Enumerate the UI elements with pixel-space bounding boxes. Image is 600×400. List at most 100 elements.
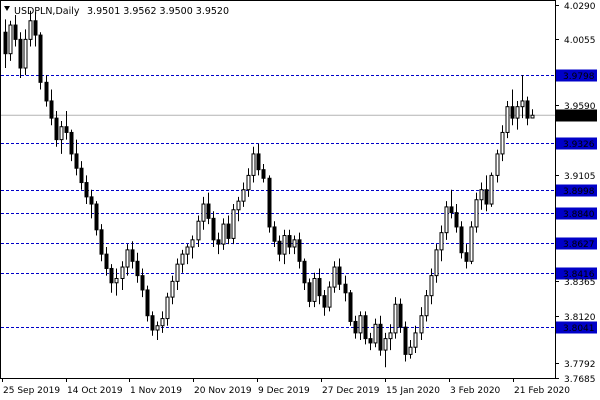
candle xyxy=(317,268,322,305)
candle xyxy=(201,196,206,230)
candle-body-bear xyxy=(302,260,307,284)
candle-body-bull xyxy=(155,325,160,331)
candle xyxy=(272,221,277,247)
candle xyxy=(474,192,479,233)
candle-body-bear xyxy=(378,323,383,351)
candle xyxy=(408,340,413,359)
candle xyxy=(383,332,388,368)
candle xyxy=(505,100,510,139)
candle-body-bull xyxy=(125,249,130,268)
candle xyxy=(510,89,515,126)
candle xyxy=(378,315,383,356)
candle-body-bull xyxy=(190,239,195,248)
candle-body-bear xyxy=(150,315,155,331)
candle-body-bear xyxy=(454,212,459,228)
candle xyxy=(358,311,363,341)
candle xyxy=(327,281,332,312)
y-tick-label: 3.9590 xyxy=(564,102,596,112)
candle-body-bear xyxy=(3,31,8,55)
candle-body-bull xyxy=(530,114,535,119)
candle xyxy=(495,149,500,183)
candle xyxy=(185,244,190,265)
level-label-bg xyxy=(556,267,597,280)
candle xyxy=(64,110,69,140)
candle-body-bear xyxy=(99,229,104,255)
candle-body-bull xyxy=(185,246,190,255)
y-tick-label: 4.0290 xyxy=(564,2,596,12)
candle-body-bull xyxy=(221,223,226,245)
y-tick-label: 3.8120 xyxy=(564,313,596,323)
candle xyxy=(54,110,59,147)
candle-body-bull xyxy=(120,266,125,279)
candle-body-bull xyxy=(312,277,317,302)
candle-body-bear xyxy=(13,24,18,40)
candle-body-bull xyxy=(327,286,332,308)
candle xyxy=(170,275,175,305)
candle xyxy=(114,268,119,296)
candle xyxy=(135,252,140,283)
candle-body-bear xyxy=(206,203,211,219)
current-price-label-bg xyxy=(556,109,597,122)
candle-body-bull xyxy=(408,346,413,355)
candle-body-bear xyxy=(403,326,408,355)
candle xyxy=(363,311,368,345)
candle xyxy=(419,307,424,341)
candle xyxy=(18,32,23,79)
candle xyxy=(277,235,282,262)
candle-body-bull xyxy=(180,253,185,265)
candle-body-bull xyxy=(170,280,175,298)
candle-body-bull xyxy=(231,209,236,239)
level-label: 3.8840 xyxy=(563,210,595,220)
level-label: 3.8998 xyxy=(563,187,595,197)
candle xyxy=(226,215,231,245)
candle xyxy=(393,297,398,339)
candle xyxy=(236,196,241,222)
candle xyxy=(231,204,236,245)
candle-body-bear xyxy=(104,253,109,269)
candle-body-bear xyxy=(343,283,348,294)
candle-body-bull xyxy=(439,232,444,251)
collapse-arrow-icon[interactable] xyxy=(4,6,10,11)
candle-body-bull xyxy=(444,206,449,234)
candle xyxy=(530,109,535,119)
candle xyxy=(8,20,13,61)
candle-body-bear xyxy=(18,38,23,69)
candle xyxy=(190,235,195,259)
ohlc-values: 3.9501 3.9562 3.9500 3.9520 xyxy=(87,6,229,17)
candle-body-bear xyxy=(449,206,454,214)
candle-body-bull xyxy=(332,266,337,288)
candle-body-bear xyxy=(277,240,282,255)
level-label: 3.8416 xyxy=(563,270,595,280)
candle-body-bull xyxy=(515,106,520,119)
candle xyxy=(337,258,342,290)
candle-body-bear xyxy=(54,117,59,141)
candle-body-bear xyxy=(44,81,49,102)
level-label-bg xyxy=(556,321,597,334)
candle-body-bull xyxy=(429,275,434,297)
candle xyxy=(79,161,84,190)
candle xyxy=(413,325,418,353)
candle-body-bear xyxy=(307,282,312,302)
candle-body-bull xyxy=(23,38,28,69)
candle-body-bull xyxy=(520,100,525,108)
level-label: 3.8627 xyxy=(563,240,595,250)
candle xyxy=(251,146,256,183)
candle xyxy=(165,292,170,326)
candle xyxy=(44,75,49,107)
level-label-bg xyxy=(556,137,597,150)
candle xyxy=(145,285,150,322)
candle xyxy=(287,229,292,255)
candle xyxy=(343,275,348,302)
x-tick-label: 1 Nov 2019 xyxy=(130,386,182,396)
candle-body-bear xyxy=(525,100,530,119)
candle-body-bull xyxy=(160,318,165,327)
candle-body-bull xyxy=(236,200,241,211)
candle xyxy=(109,264,114,293)
candle xyxy=(140,268,145,298)
candle-body-bear xyxy=(317,277,322,297)
candle xyxy=(59,120,64,154)
candle xyxy=(489,172,494,207)
x-tick-label: 3 Feb 2020 xyxy=(450,386,501,396)
x-tick-label: 15 Jan 2020 xyxy=(386,386,440,396)
